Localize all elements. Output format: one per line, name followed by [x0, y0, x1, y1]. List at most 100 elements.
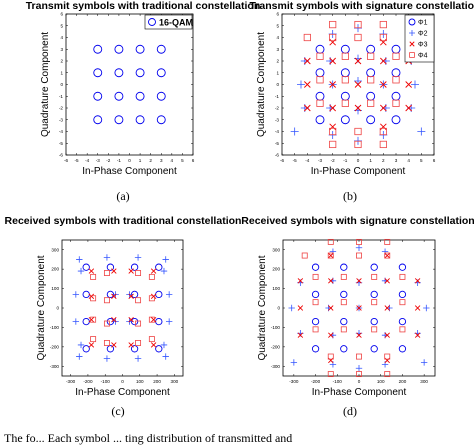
circle-marker	[156, 91, 166, 101]
square-marker	[148, 295, 155, 302]
square-marker	[148, 316, 155, 323]
x-marker	[128, 293, 134, 300]
square-marker	[379, 20, 387, 29]
square-marker	[356, 252, 362, 259]
series-square	[303, 20, 400, 149]
x-tick-label: 0	[358, 379, 361, 384]
square-marker	[384, 371, 391, 378]
circle-marker	[366, 44, 376, 54]
legend-label: 16-QAM	[159, 18, 193, 28]
y-tick-label: -6	[275, 153, 280, 158]
legend: 16-QAM	[144, 14, 193, 30]
y-tick-label: 300	[51, 247, 59, 252]
x-marker	[380, 104, 387, 112]
circle-marker	[370, 345, 378, 353]
legend-label: Φ2	[418, 31, 428, 38]
plus-marker	[72, 291, 80, 298]
circle-marker	[315, 68, 325, 78]
square-marker	[312, 299, 319, 306]
circle-marker	[114, 91, 124, 101]
circle-marker	[114, 44, 124, 54]
x-tick-label: -1	[343, 158, 348, 163]
circle-marker	[93, 91, 103, 101]
circle-marker	[340, 115, 350, 125]
x-tick-label: 4	[171, 158, 174, 163]
series-circle	[93, 44, 166, 125]
y-tick-label: -4	[59, 129, 64, 134]
plus-marker	[355, 365, 363, 372]
square-marker	[384, 252, 391, 259]
y-tick-label: 4	[60, 35, 63, 40]
x-marker	[380, 81, 387, 88]
x-marker	[356, 305, 362, 311]
y-tick-label: 0	[277, 306, 280, 311]
plus-marker	[162, 353, 169, 360]
square-marker	[384, 238, 391, 245]
square-marker	[371, 299, 378, 306]
x-tick-label: 5	[181, 158, 184, 163]
y-tick-label: -2	[59, 106, 64, 111]
y-tick-label: 5	[60, 23, 63, 28]
y-tick-label: 300	[272, 247, 280, 252]
plot-frame	[61, 239, 184, 377]
x-marker	[297, 278, 304, 284]
square-marker	[316, 99, 324, 107]
y-tick-label: -300	[271, 364, 281, 369]
square-marker	[103, 297, 110, 304]
y-axis-label: Quadrature Component	[40, 32, 51, 137]
chart-title: Transmit symbols with signature constell…	[249, 0, 474, 12]
x-tick-label: 200	[153, 379, 161, 384]
y-tick-label: -1	[275, 94, 280, 99]
circle-marker	[408, 18, 416, 26]
square-marker	[329, 20, 337, 29]
y-tick-label: -100	[271, 325, 281, 330]
x-marker	[414, 332, 421, 338]
x-tick-label: 0	[128, 158, 131, 163]
square-marker	[301, 252, 308, 259]
chart-a: Transmit symbols with traditional conste…	[26, 0, 261, 203]
square-marker	[316, 52, 324, 60]
y-tick-label: 2	[276, 59, 279, 64]
subfigure-caption: (c)	[111, 404, 124, 418]
square-marker	[329, 127, 337, 136]
x-tick-label: -100	[101, 379, 111, 384]
circle-marker	[155, 290, 163, 299]
square-marker	[371, 273, 378, 280]
circle-marker	[82, 345, 90, 353]
y-tick-label: 1	[60, 70, 63, 75]
square-marker	[354, 127, 362, 136]
x-marker	[354, 81, 362, 88]
circle-marker	[311, 290, 320, 299]
y-tick-label: 100	[51, 286, 59, 291]
plus-marker	[165, 318, 173, 325]
y-tick-label: 200	[51, 267, 59, 272]
circle-marker	[366, 91, 376, 101]
circle-marker	[135, 68, 145, 78]
square-marker	[103, 340, 110, 346]
circle-marker	[82, 317, 90, 326]
square-marker	[341, 76, 349, 84]
x-marker	[150, 342, 157, 348]
x-axis-label: In-Phase Component	[75, 387, 170, 398]
square-marker	[354, 33, 362, 42]
square-marker	[341, 52, 349, 60]
x-tick-label: -5	[293, 158, 298, 163]
square-marker	[148, 336, 155, 343]
x-marker	[297, 305, 304, 311]
circle-marker	[148, 18, 156, 26]
plus-marker	[77, 341, 85, 349]
circle-marker	[135, 91, 145, 101]
subfigure-caption: (b)	[343, 189, 357, 203]
square-marker	[303, 33, 311, 42]
plus-marker	[420, 359, 428, 366]
x-tick-label: -1	[117, 158, 122, 163]
square-marker	[356, 353, 362, 360]
y-tick-label: -5	[275, 141, 280, 146]
plus-marker	[103, 355, 111, 362]
x-marker	[128, 342, 134, 348]
x-tick-label: -4	[85, 158, 90, 163]
chart-title: Received symbols with signature constell…	[241, 215, 474, 227]
chart-c: Received symbols with traditional conste…	[5, 215, 242, 418]
circle-marker	[135, 115, 145, 125]
circle-marker	[155, 263, 163, 271]
